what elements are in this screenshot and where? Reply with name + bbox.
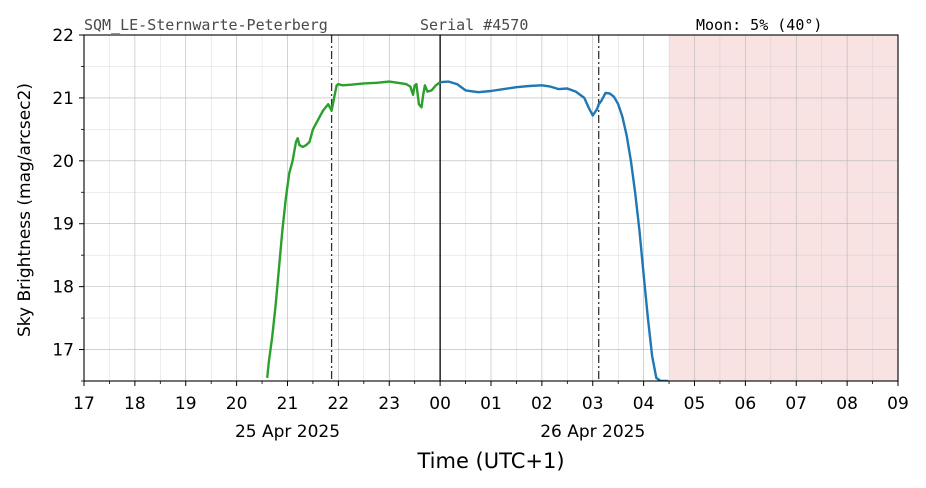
x-tick-label: 08	[836, 394, 858, 414]
shaded-region	[669, 35, 898, 381]
x-tick-label: 20	[226, 394, 248, 414]
plot-area: 17 18 19 20 21 22 23 00 01 02 03 04 05 06 07 08 09 25 Apr…	[52, 26, 908, 442]
series-line-1	[266, 80, 441, 379]
x-tick-label: 03	[582, 394, 604, 414]
series-line-2	[440, 80, 669, 381]
x-tick-label: 05	[684, 394, 706, 414]
station-name: SQM_LE-Sternwarte-Peterberg	[84, 16, 328, 34]
x-tick-label: 17	[73, 394, 95, 414]
y-tick-label: 20	[52, 152, 74, 172]
moon-info: Moon: 5% (40°)	[696, 16, 822, 34]
y-tick-label: 22	[52, 26, 74, 46]
y-tick-label: 17	[52, 341, 74, 361]
x-tick-label: 23	[378, 394, 400, 414]
y-tick-label: 19	[52, 215, 74, 235]
x-tick-label: 18	[124, 394, 146, 414]
y-tick-label: 18	[52, 278, 74, 298]
x-axis-label: Time (UTC+1)	[416, 449, 564, 473]
x-tick-label: 00	[429, 394, 451, 414]
date-label: 26 Apr 2025	[540, 422, 645, 442]
x-tick-label: 19	[175, 394, 197, 414]
serial-number: Serial #4570	[420, 16, 528, 34]
x-tick-label: 07	[785, 394, 807, 414]
x-tick-label: 09	[887, 394, 909, 414]
x-tick-label: 06	[735, 394, 757, 414]
x-tick-label: 21	[277, 394, 299, 414]
x-tick-label: 01	[480, 394, 502, 414]
x-tick-label: 04	[633, 394, 655, 414]
date-label: 25 Apr 2025	[235, 422, 340, 442]
x-tick-label: 02	[531, 394, 553, 414]
x-tick-label: 22	[328, 394, 350, 414]
y-axis-label: Sky Brightness (mag/arcsec2)	[15, 83, 35, 337]
y-tick-label: 21	[52, 89, 74, 109]
